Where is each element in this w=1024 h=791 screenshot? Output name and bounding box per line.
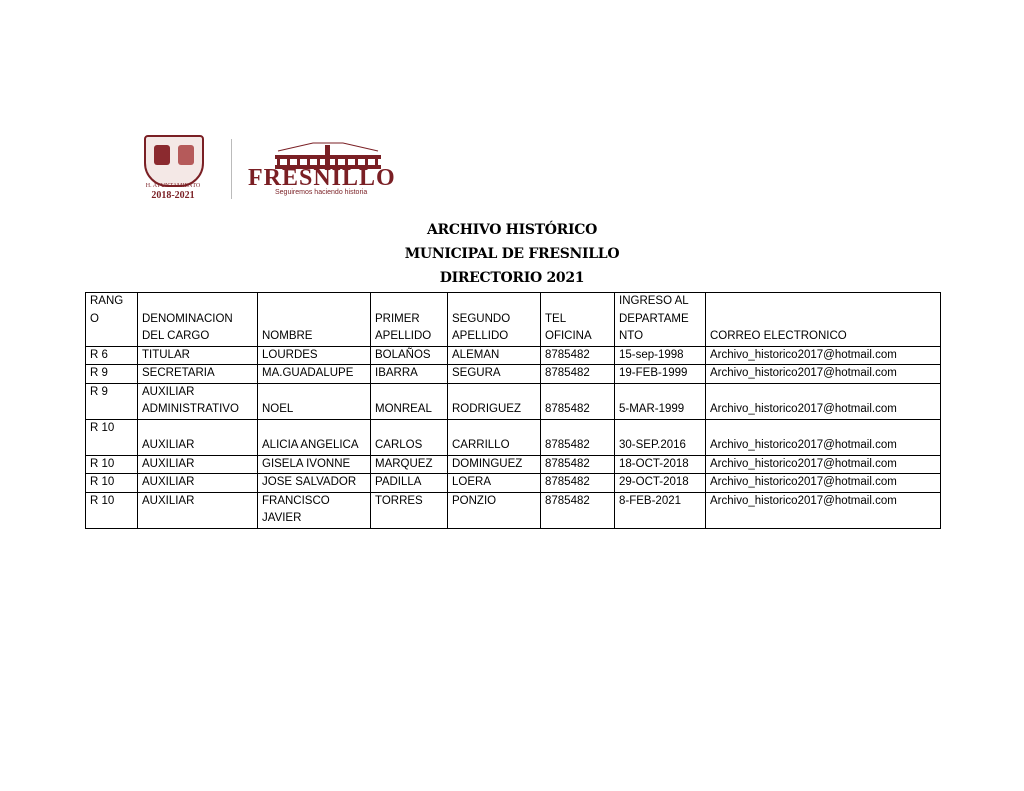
- cell: SECRETARIA: [137, 364, 258, 384]
- email-cell: Archivo_historico2017@hotmail.com: [705, 473, 941, 493]
- cell: R 10: [85, 473, 138, 493]
- email-cell: Archivo_historico2017@hotmail.com: [705, 364, 941, 384]
- cell: MA.GUADALUPE: [257, 364, 371, 384]
- header-cell: DENOMINACION DEL CARGO: [137, 292, 258, 347]
- fresnillo-building-logo: [275, 142, 381, 169]
- ayuntamiento-seal-logo: [144, 135, 204, 187]
- cell: AUXILIAR: [137, 418, 258, 456]
- title-line-1: ARCHIVO HISTÓRICO: [426, 222, 598, 238]
- cell: MONREAL: [370, 382, 448, 420]
- cell: R 10: [85, 491, 138, 529]
- cell: 18-OCT-2018: [614, 454, 706, 474]
- header-cell: CORREO ELECTRONICO: [705, 292, 941, 347]
- table-row: R 9 AUXILIAR ADMINISTRATIVO NOEL MONREAL ROD…: [85, 382, 941, 420]
- cell: CARLOS: [370, 418, 448, 456]
- cell: 5-MAR-1999: [614, 382, 706, 420]
- cell: PONZIO: [447, 491, 541, 529]
- cell: DOMINGUEZ: [447, 454, 541, 474]
- cell: 8785482: [540, 382, 615, 420]
- header-cell: PRIMER APELLIDO: [370, 292, 448, 347]
- title-line-3: DIRECTORIO 2021: [439, 270, 585, 286]
- cell: FRANCISCO JAVIER: [257, 491, 371, 529]
- cell: 15-sep-1998: [614, 345, 706, 365]
- cell: AUXILIAR: [137, 491, 258, 529]
- cell: LOERA: [447, 473, 541, 493]
- cell: R 10: [85, 418, 138, 456]
- cell: R 9: [85, 364, 138, 384]
- cell: 19-FEB-1999: [614, 364, 706, 384]
- cell: 29-OCT-2018: [614, 473, 706, 493]
- cell: 8785482: [540, 491, 615, 529]
- cell: NOEL: [257, 382, 371, 420]
- email-cell: Archivo_historico2017@hotmail.com: [705, 454, 941, 474]
- cell: PADILLA: [370, 473, 448, 493]
- cell: 8-FEB-2021: [614, 491, 706, 529]
- email-cell: Archivo_historico2017@hotmail.com: [705, 345, 941, 365]
- ayuntamiento-years: 2018-2021: [151, 190, 195, 201]
- cell: IBARRA: [370, 364, 448, 384]
- table-row: R 10 AUXILIAR GISELA IVONNE MARQUEZ DOMINGUE…: [85, 454, 941, 474]
- cell: GISELA IVONNE: [257, 454, 371, 474]
- cell: CARRILLO: [447, 418, 541, 456]
- directory-table: RANG O DENOMINACION DEL CARGO NOMBRE PRI…: [85, 292, 941, 529]
- fresnillo-slogan: Seguiremos haciendo historia: [275, 189, 368, 196]
- email-cell: Archivo_historico2017@hotmail.com: [705, 418, 941, 456]
- cell: TITULAR: [137, 345, 258, 365]
- cell: ALICIA ANGELICA: [257, 418, 371, 456]
- header-cell: INGRESO AL DEPARTAME NTO: [614, 292, 706, 347]
- header-cell: NOMBRE: [257, 292, 371, 347]
- cell: TORRES: [370, 491, 448, 529]
- table-row: R 10 AUXILIAR JOSE SALVADOR PADILLA LOERA 878…: [85, 473, 941, 493]
- cell: RODRIGUEZ: [447, 382, 541, 420]
- header-logos: H. AYUNTAMIENTO 2018-2021 FRESNILLO Segu…: [140, 133, 420, 203]
- cell: 8785482: [540, 418, 615, 456]
- cell: R 10: [85, 454, 138, 474]
- email-cell: Archivo_historico2017@hotmail.com: [705, 491, 941, 529]
- header-cell: SEGUNDO APELLIDO: [447, 292, 541, 347]
- table-row: R 6 TITULAR LOURDES BOLAÑOS ALEMAN 8785482 15-…: [85, 345, 941, 365]
- cell: 8785482: [540, 364, 615, 384]
- cell: R 9: [85, 382, 138, 420]
- header-cell: RANG O: [85, 292, 138, 347]
- table-header-row: RANG O DENOMINACION DEL CARGO NOMBRE PRI…: [85, 292, 941, 347]
- table-row: R 10 AUXILIAR FRANCISCO JAVIER TORRES PONZIO…: [85, 491, 941, 529]
- table-row: R 10 AUXILIAR ALICIA ANGELICA CARLOS CARRILL…: [85, 418, 941, 456]
- title-line-2: MUNICIPAL DE FRESNILLO: [404, 246, 620, 262]
- cell: JOSE SALVADOR: [257, 473, 371, 493]
- email-cell: Archivo_historico2017@hotmail.com: [705, 382, 941, 420]
- fresnillo-logo-text: FRESNILLO: [248, 165, 396, 191]
- cell: BOLAÑOS: [370, 345, 448, 365]
- cell: ALEMAN: [447, 345, 541, 365]
- table-row: R 9 SECRETARIA MA.GUADALUPE IBARRA SEGURA 878…: [85, 364, 941, 384]
- cell: 8785482: [540, 454, 615, 474]
- cell: 30-SEP.2016: [614, 418, 706, 456]
- cell: LOURDES: [257, 345, 371, 365]
- header-cell: TEL OFICINA: [540, 292, 615, 347]
- cell: 8785482: [540, 345, 615, 365]
- cell: R 6: [85, 345, 138, 365]
- cell: AUXILIAR: [137, 473, 258, 493]
- cell: SEGURA: [447, 364, 541, 384]
- logo-divider: [231, 139, 232, 199]
- cell: AUXILIAR ADMINISTRATIVO: [137, 382, 258, 420]
- cell: 8785482: [540, 473, 615, 493]
- ayuntamiento-label: H. AYUNTAMIENTO: [145, 183, 201, 189]
- cell: AUXILIAR: [137, 454, 258, 474]
- cell: MARQUEZ: [370, 454, 448, 474]
